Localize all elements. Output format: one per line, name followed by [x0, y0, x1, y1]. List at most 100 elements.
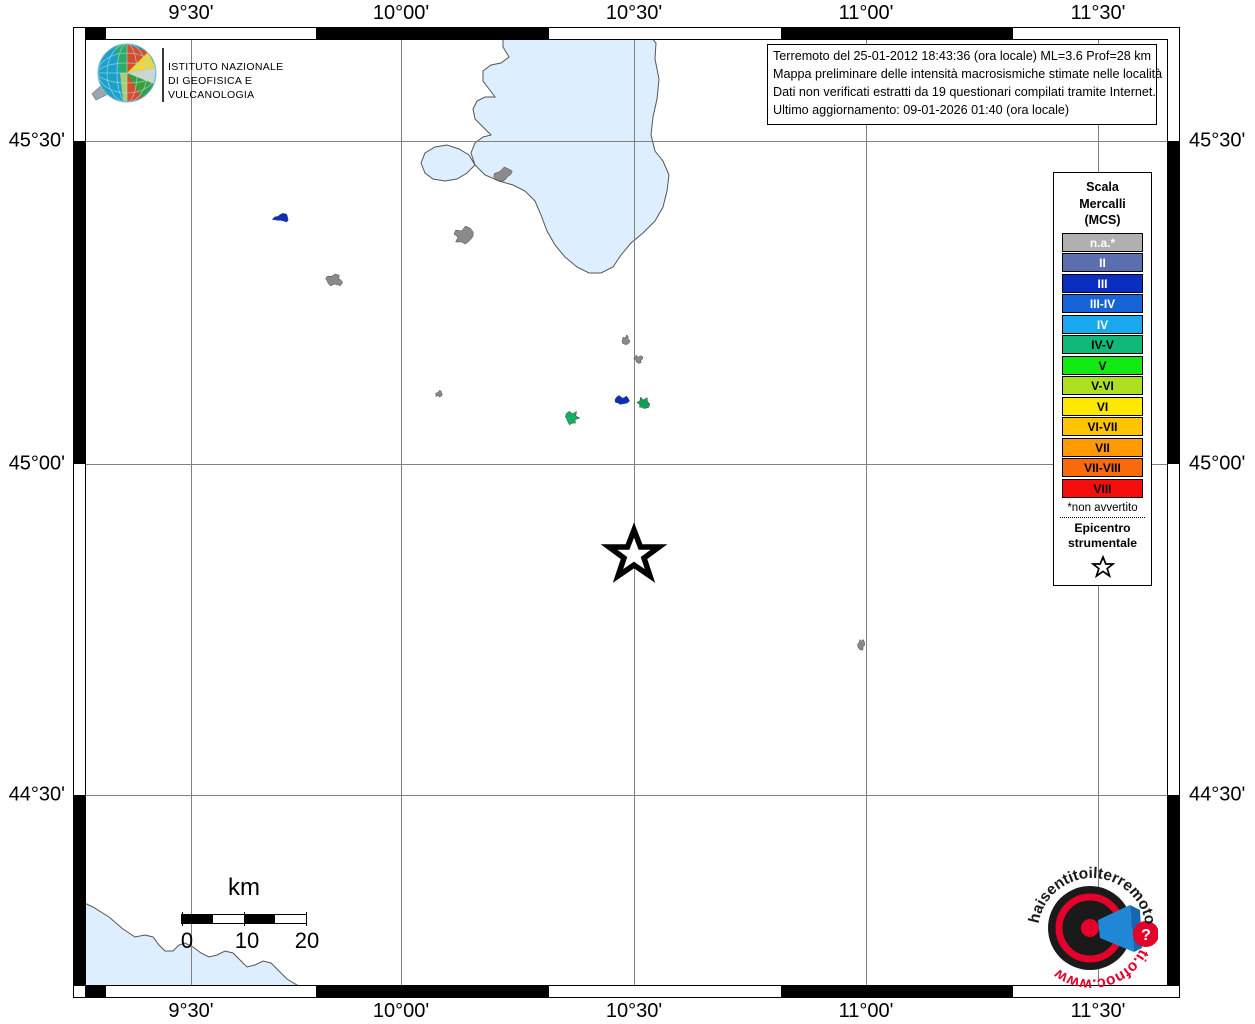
tick-band-right-0 [1168, 141, 1180, 464]
axis-label-top-1: 10°00' [372, 2, 430, 24]
hsit-logo-icon: ? haisentitoilterremoto ti.ofnoc.www [1026, 865, 1159, 993]
axis-label-right-1: 45°00' [1189, 452, 1246, 475]
map-plot-area[interactable] [85, 39, 1168, 986]
legend-title-line3: (MCS) [1084, 213, 1121, 227]
locality-polygon[interactable] [325, 273, 344, 287]
tick-band-bottom-2 [781, 986, 1013, 998]
scale-bar-label-1: 10 [234, 928, 260, 953]
gridline-horizontal-1 [85, 464, 1168, 465]
legend-swatch-n-a-[interactable]: n.a.* [1062, 232, 1143, 252]
axis-label-left-2: 44°30' [8, 783, 65, 806]
ingv-logo-line1: ISTITUTO NAZIONALE [168, 61, 284, 73]
locality-polygon[interactable] [435, 389, 443, 398]
ingv-logo-line2: DI GEOFISICA E VULCANOLOGIA [168, 75, 255, 102]
legend-swatch-viii[interactable]: VIII [1062, 478, 1143, 498]
locality-polygon[interactable] [271, 213, 289, 223]
svg-text:?: ? [1141, 927, 1151, 944]
legend-swatch-v-vi[interactable]: V-VI [1062, 376, 1143, 395]
axis-label-top-4: 11°30' [1070, 2, 1126, 24]
legend-swatch-iv-v[interactable]: IV-V [1062, 335, 1143, 354]
locality-polygon[interactable] [453, 225, 474, 245]
axis-label-bottom-1: 10°00' [372, 1000, 430, 1022]
scale-bar-segment-0 [182, 915, 213, 923]
tick-band-top-1 [316, 27, 549, 39]
axis-label-top-2: 10°30' [605, 2, 663, 24]
tick-band-right-1 [1168, 795, 1180, 986]
axis-label-bottom-2: 10°30' [605, 1000, 663, 1022]
tick-band-top-0 [85, 27, 106, 39]
locality-polygon[interactable] [621, 334, 630, 345]
axis-label-left-1: 45°00' [8, 452, 65, 475]
scale-bar-label-2: 20 [294, 928, 320, 953]
ingv-logo: ISTITUTO NAZIONALE DI GEOFISICA E VULCAN… [90, 42, 320, 108]
legend-swatch-list: n.a.* II III III-IV IV IV-V V V-VI VI VI-VII VII VI… [1060, 232, 1145, 498]
scale-bar-track [181, 912, 307, 926]
legend-swatch-iv[interactable]: IV [1062, 314, 1143, 334]
scale-bar-tick-0 [182, 912, 183, 926]
locality-polygon[interactable] [614, 395, 630, 405]
axis-label-bottom-3: 11°00' [838, 1000, 894, 1022]
legend-swatch-vi[interactable]: VI [1062, 396, 1143, 416]
legend-title-line1: Scala [1086, 180, 1119, 194]
scale-bar-tick-1 [244, 912, 245, 926]
legend-footnote: *non avvertito [1067, 501, 1138, 514]
gridline-horizontal-0 [85, 141, 1168, 142]
info-line-data: Dati non verificati estratti da 19 quest… [773, 84, 1156, 99]
legend-divider [1060, 516, 1145, 518]
scale-bar-segment-1 [244, 915, 275, 923]
legend-swatch-iii[interactable]: III [1062, 273, 1143, 293]
locality-polygon[interactable] [633, 354, 644, 364]
legend-swatch-vii[interactable]: VII [1062, 437, 1143, 457]
legend-epicenter-line1: Epicentro [1074, 520, 1131, 535]
legend-title-line2: Mercalli [1079, 196, 1126, 211]
legend-title: Scala Mercalli (MCS) [1060, 179, 1145, 229]
locality-polygon[interactable] [493, 166, 513, 182]
legend-epicenter-line2: strumentale [1067, 536, 1138, 551]
gridline-horizontal-2 [85, 795, 1168, 796]
info-line-updated: Ultimo aggiornamento: 09-01-2026 01:40 (… [773, 102, 1070, 117]
axis-label-right-0: 45°30' [1189, 129, 1246, 152]
earthquake-info-box: Terremoto del 25-01-2012 18:43:36 (ora l… [767, 44, 1163, 125]
lake-garda-polygon [470, 39, 670, 274]
locality-polygon[interactable] [565, 410, 581, 426]
info-line-map: Mappa preliminare delle intensità macros… [773, 66, 1163, 81]
epicenter-star-icon [600, 522, 668, 583]
ingv-logo-text: ISTITUTO NAZIONALE DI GEOFISICA E VULCAN… [168, 60, 320, 103]
mercalli-scale-legend: Scala Mercalli (MCS) n.a.* II III III-IV IV I… [1053, 172, 1152, 586]
tick-band-bottom-0 [85, 986, 106, 998]
gridline-vertical-0 [191, 39, 192, 986]
scale-bar-label-0: 0 [180, 928, 194, 953]
ingv-globe-icon [91, 43, 157, 103]
tick-band-left-1 [73, 795, 85, 986]
gridline-vertical-2 [634, 39, 635, 986]
axis-label-bottom-0: 9°30' [168, 1000, 214, 1022]
tick-band-left-0 [73, 141, 85, 464]
legend-swatch-vii-viii[interactable]: VII-VIII [1062, 458, 1143, 477]
lake-garda-lower-polygon [420, 144, 476, 182]
locality-polygon[interactable] [636, 396, 651, 409]
sea-coastline-polygon [85, 902, 301, 986]
legend-star-icon [1060, 554, 1145, 578]
legend-swatch-ii[interactable]: II [1062, 253, 1143, 272]
scale-bar-unit: km [228, 874, 260, 901]
axis-label-right-2: 44°30' [1189, 783, 1246, 806]
locality-polygon[interactable] [857, 638, 865, 651]
legend-swatch-v[interactable]: V [1062, 355, 1143, 375]
scale-bar-tick-2 [306, 912, 307, 926]
gridline-vertical-1 [401, 39, 402, 986]
axis-label-top-3: 11°00' [838, 2, 894, 24]
water-layer [85, 39, 670, 986]
legend-swatch-vi-vii[interactable]: VI-VII [1062, 417, 1143, 436]
axis-label-left-0: 45°30' [8, 129, 65, 152]
axis-label-bottom-4: 11°30' [1070, 1000, 1126, 1022]
tick-band-top-2 [781, 27, 1013, 39]
axis-label-top-0: 9°30' [168, 2, 214, 24]
haisentitoilterremoto-logo: ? haisentitoilterremoto ti.ofnoc.www [1022, 860, 1159, 994]
gridline-vertical-3 [866, 39, 867, 986]
tick-band-bottom-1 [316, 986, 549, 998]
legend-swatch-iii-iv[interactable]: III-IV [1062, 294, 1143, 313]
legend-epicenter-title: Epicentro strumentale [1060, 521, 1145, 552]
locality-layer [271, 166, 865, 651]
ingv-logo-divider [162, 48, 164, 102]
info-line-event: Terremoto del 25-01-2012 18:43:36 (ora l… [773, 49, 1152, 63]
